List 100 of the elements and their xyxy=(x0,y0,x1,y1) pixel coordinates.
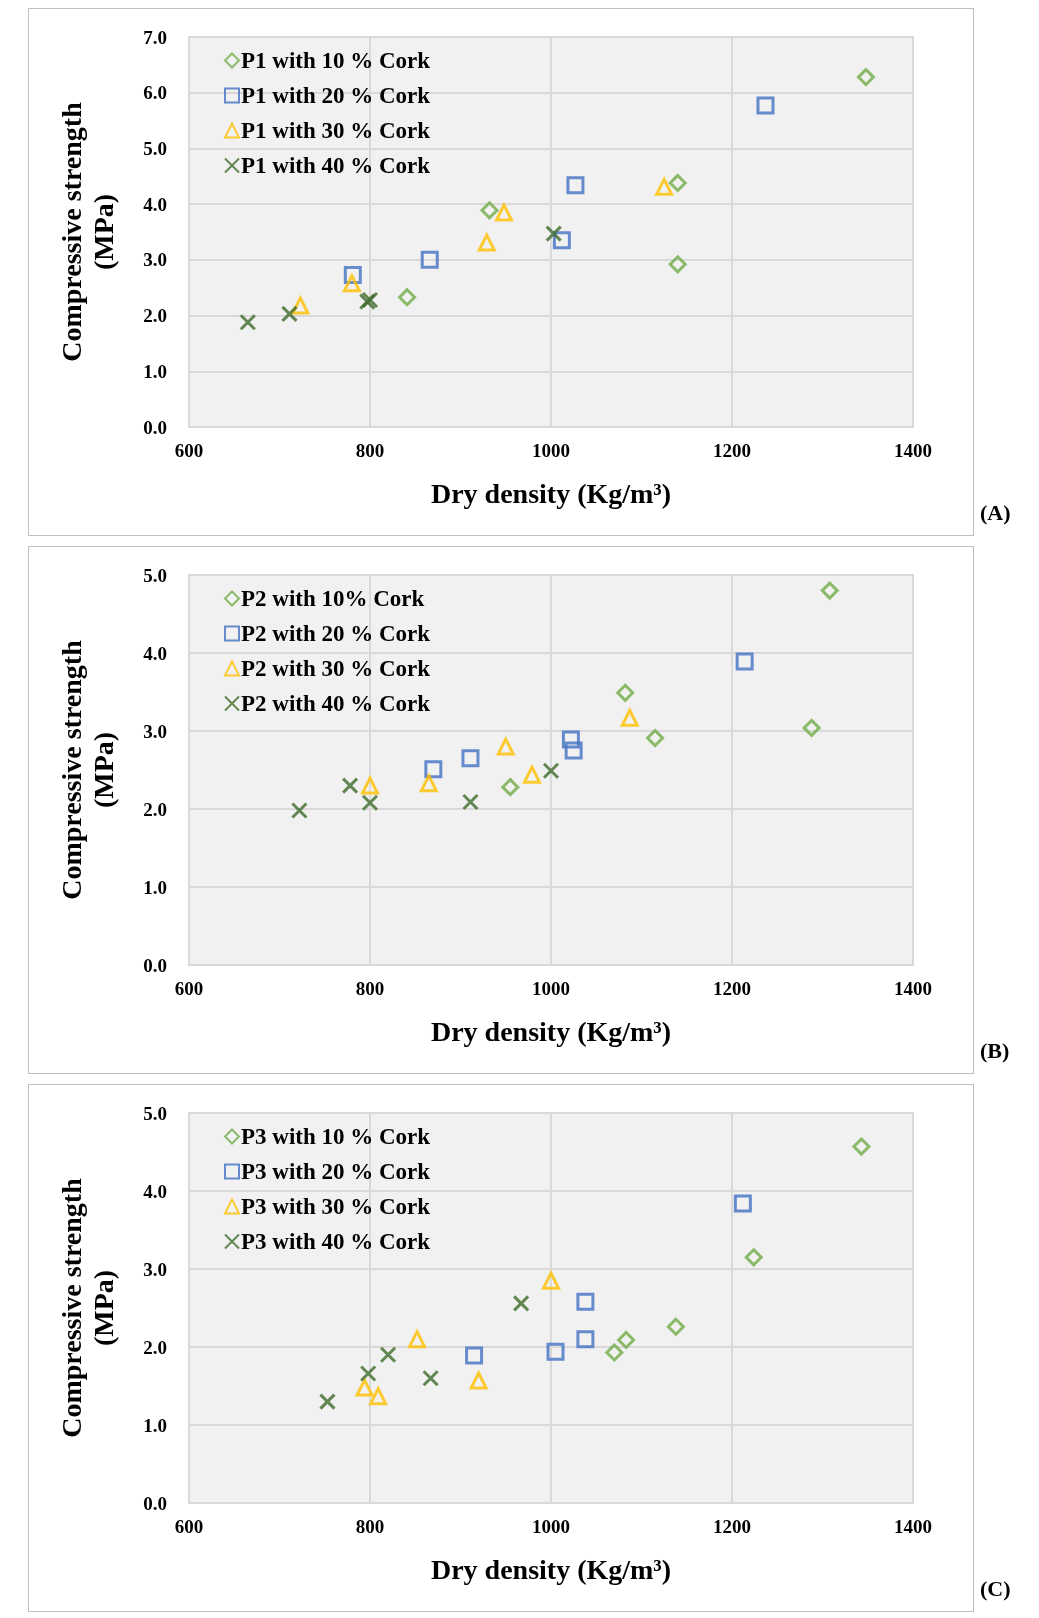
y-tick-label: 6.0 xyxy=(143,82,167,104)
y-tick-label: 5.0 xyxy=(143,137,167,159)
legend-label: P1 with 40 % Cork xyxy=(241,153,431,178)
x-axis-title: Dry density (Kg/m³) xyxy=(430,1015,672,1047)
legend-label: P3 with 20 % Cork xyxy=(241,1159,431,1184)
y-tick-label: 4.0 xyxy=(143,193,167,215)
point xyxy=(564,741,583,760)
point xyxy=(605,1343,624,1362)
y-tick-label: 4.0 xyxy=(143,1180,167,1202)
legend-label: P3 with 30 % Cork xyxy=(241,1194,431,1219)
text: (B) xyxy=(980,1038,1010,1064)
point xyxy=(408,1330,427,1349)
point xyxy=(342,274,361,293)
y-tick-label: 5.0 xyxy=(143,564,167,586)
point xyxy=(616,683,635,702)
x-tick-label: 1200 xyxy=(713,1516,751,1537)
point xyxy=(820,581,839,600)
point xyxy=(398,288,417,307)
y-tick-label: 3.0 xyxy=(143,1258,167,1280)
x-tick-label: 1000 xyxy=(532,978,570,999)
y-axis-title: Compressive strength (MPa) xyxy=(55,639,119,900)
point xyxy=(461,749,480,768)
point xyxy=(856,68,875,87)
x-axis-title: Dry density (Kg/m³) xyxy=(430,1553,672,1585)
point xyxy=(668,173,687,192)
legend-label: P2 with 30 % Cork xyxy=(241,656,431,681)
y-tick-label: 3.0 xyxy=(143,720,167,742)
legend-label: P3 with 10 % Cork xyxy=(241,1124,431,1149)
point xyxy=(666,1317,685,1336)
point xyxy=(501,778,520,797)
x-tick-label: 600 xyxy=(174,1516,204,1537)
point xyxy=(494,203,513,222)
legend-label: P1 with 30 % Cork xyxy=(241,118,431,143)
point xyxy=(359,1365,377,1383)
x-axis-title: Dry density (Kg/m³) xyxy=(430,477,672,509)
point xyxy=(461,793,479,811)
y-tick-label: 0.0 xyxy=(143,416,167,438)
point xyxy=(379,1346,397,1364)
y-axis-title: Compressive strength (MPa) xyxy=(55,1177,119,1438)
point xyxy=(468,1369,489,1390)
point xyxy=(239,313,257,331)
x-tick-label: 600 xyxy=(174,978,204,999)
point xyxy=(480,201,499,220)
point xyxy=(361,794,379,812)
point xyxy=(422,1369,440,1387)
x-tick-label: 1200 xyxy=(713,440,751,461)
point xyxy=(476,231,497,252)
point xyxy=(756,96,775,115)
y-tick-label: 2.0 xyxy=(143,798,167,820)
x-tick-label: 600 xyxy=(174,440,204,461)
x-tick-label: 1400 xyxy=(894,440,932,461)
x-tick-label: 1000 xyxy=(532,440,570,461)
point xyxy=(576,1330,595,1349)
y-tick-label: 1.0 xyxy=(143,876,167,898)
point xyxy=(545,225,563,243)
point xyxy=(290,802,308,820)
point xyxy=(420,250,439,269)
y-tick-label: 2.0 xyxy=(143,1336,167,1358)
legend-label: P2 with 10% Cork xyxy=(241,586,425,611)
point xyxy=(361,776,379,795)
point xyxy=(542,1271,560,1290)
point xyxy=(576,1292,595,1311)
point xyxy=(512,1294,530,1312)
y-tick-label: 7.0 xyxy=(143,26,167,48)
y-tick-label: 2.0 xyxy=(143,305,167,327)
y-tick-label: 5.0 xyxy=(143,1102,167,1124)
point xyxy=(620,708,639,727)
point xyxy=(419,774,438,793)
point xyxy=(465,1346,484,1365)
x-tick-label: 800 xyxy=(355,978,385,999)
x-tick-label: 1200 xyxy=(713,978,751,999)
point xyxy=(280,305,298,323)
y-tick-label: 0.0 xyxy=(143,1492,167,1514)
point xyxy=(733,1194,752,1213)
point xyxy=(802,718,821,737)
legend-label: P2 with 20 % Cork xyxy=(241,621,431,646)
point xyxy=(617,1330,636,1349)
point xyxy=(646,729,665,748)
y-tick-label: 3.0 xyxy=(143,249,167,271)
point xyxy=(424,760,443,779)
y-tick-label: 4.0 xyxy=(143,642,167,664)
point xyxy=(542,762,560,780)
point xyxy=(522,765,541,784)
legend-label: P3 with 40 % Cork xyxy=(241,1229,431,1254)
y-axis-title: Compressive strength (MPa) xyxy=(55,101,119,362)
y-tick-label: 1.0 xyxy=(143,360,167,382)
point xyxy=(561,730,580,749)
point xyxy=(496,735,516,756)
x-tick-label: 800 xyxy=(355,1516,385,1537)
point xyxy=(852,1137,871,1156)
point xyxy=(735,652,754,671)
y-tick-label: 1.0 xyxy=(143,1414,167,1436)
point xyxy=(355,1378,374,1397)
point xyxy=(668,255,687,274)
point xyxy=(744,1248,763,1267)
point xyxy=(546,1342,565,1361)
legend-label: P2 with 40 % Cork xyxy=(241,691,431,716)
legend-label: P1 with 20 % Cork xyxy=(241,83,431,108)
text: (A) xyxy=(980,500,1011,526)
y-tick-label: 0.0 xyxy=(143,954,167,976)
